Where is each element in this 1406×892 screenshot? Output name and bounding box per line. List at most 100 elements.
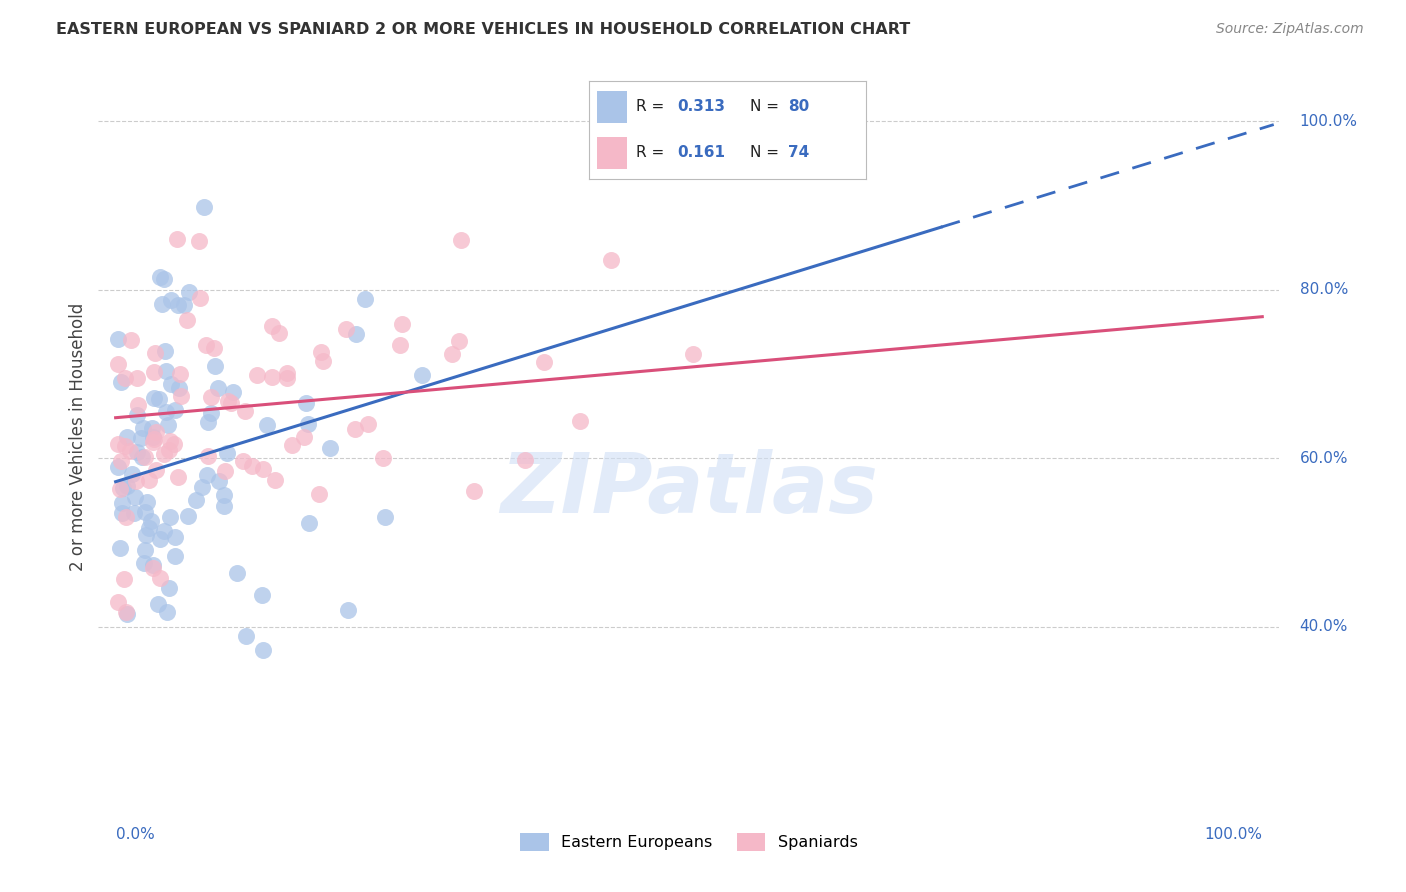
- Point: [233, 404, 256, 418]
- Point: [294, 430, 316, 444]
- Point: [159, 434, 181, 449]
- Point: [193, 200, 215, 214]
- Point: [252, 462, 274, 476]
- Point: [262, 370, 284, 384]
- Point: [132, 421, 155, 435]
- Text: 40.0%: 40.0%: [1299, 619, 1348, 634]
- Point: [127, 371, 149, 385]
- Point: [136, 495, 159, 509]
- Point: [143, 346, 166, 360]
- Point: [169, 367, 191, 381]
- Point: [141, 420, 163, 434]
- Point: [160, 377, 183, 392]
- Text: 100.0%: 100.0%: [1299, 114, 1358, 128]
- Point: [389, 338, 412, 352]
- Point: [515, 452, 537, 467]
- Point: [344, 327, 367, 342]
- Point: [169, 381, 191, 395]
- Point: [297, 417, 319, 431]
- Point: [200, 390, 222, 404]
- Point: [319, 442, 342, 456]
- Text: Source: ZipAtlas.com: Source: ZipAtlas.com: [1216, 22, 1364, 37]
- Point: [143, 432, 166, 446]
- Point: [252, 642, 274, 657]
- Point: [157, 442, 180, 457]
- Point: [599, 253, 621, 268]
- Point: [157, 581, 180, 595]
- Point: [166, 232, 188, 246]
- Legend: Eastern Europeans, Spaniards: Eastern Europeans, Spaniards: [513, 827, 865, 858]
- Text: 60.0%: 60.0%: [1299, 450, 1348, 466]
- Point: [179, 285, 201, 299]
- Point: [156, 605, 179, 619]
- Point: [112, 481, 135, 495]
- Point: [256, 418, 278, 433]
- Point: [115, 605, 138, 619]
- Point: [568, 414, 591, 428]
- Y-axis label: 2 or more Vehicles in Household: 2 or more Vehicles in Household: [69, 303, 87, 571]
- Point: [131, 450, 153, 464]
- Point: [148, 392, 170, 406]
- Point: [212, 488, 235, 502]
- Point: [214, 500, 236, 514]
- Point: [143, 391, 166, 405]
- Point: [226, 566, 249, 581]
- Point: [149, 570, 172, 584]
- Point: [111, 496, 134, 510]
- Point: [449, 334, 471, 349]
- Text: 0.0%: 0.0%: [115, 827, 155, 842]
- Point: [107, 332, 129, 346]
- Point: [281, 438, 304, 452]
- Point: [197, 415, 219, 429]
- Point: [354, 292, 377, 306]
- Point: [156, 417, 179, 432]
- Point: [337, 603, 360, 617]
- Point: [153, 343, 176, 358]
- Point: [163, 549, 186, 563]
- Point: [374, 509, 396, 524]
- Point: [440, 347, 463, 361]
- Point: [294, 396, 316, 410]
- Point: [297, 516, 319, 531]
- Point: [155, 405, 177, 419]
- Point: [214, 464, 236, 478]
- Point: [163, 437, 186, 451]
- Point: [176, 509, 198, 524]
- Point: [112, 572, 135, 586]
- Point: [125, 408, 148, 422]
- Point: [118, 444, 141, 458]
- Point: [134, 543, 156, 558]
- Text: 80.0%: 80.0%: [1299, 282, 1348, 297]
- Point: [215, 446, 238, 460]
- Point: [240, 459, 263, 474]
- Point: [139, 514, 162, 528]
- Point: [159, 509, 181, 524]
- Point: [153, 272, 176, 286]
- Point: [150, 296, 173, 310]
- Point: [187, 234, 209, 248]
- Point: [145, 425, 167, 439]
- Point: [115, 509, 138, 524]
- Point: [308, 487, 330, 501]
- Point: [153, 447, 176, 461]
- Point: [373, 450, 395, 465]
- Point: [450, 233, 472, 247]
- Point: [165, 530, 187, 544]
- Text: 100.0%: 100.0%: [1205, 827, 1263, 842]
- Point: [195, 467, 218, 482]
- Point: [197, 449, 219, 463]
- Point: [127, 398, 149, 412]
- Point: [107, 459, 129, 474]
- Point: [114, 370, 136, 384]
- Point: [167, 469, 190, 483]
- Point: [309, 345, 332, 359]
- Point: [235, 629, 257, 643]
- Point: [138, 473, 160, 487]
- Point: [160, 293, 183, 307]
- Point: [124, 490, 146, 504]
- Point: [125, 474, 148, 488]
- Point: [276, 366, 298, 380]
- Point: [166, 298, 188, 312]
- Point: [148, 597, 170, 611]
- Point: [165, 402, 187, 417]
